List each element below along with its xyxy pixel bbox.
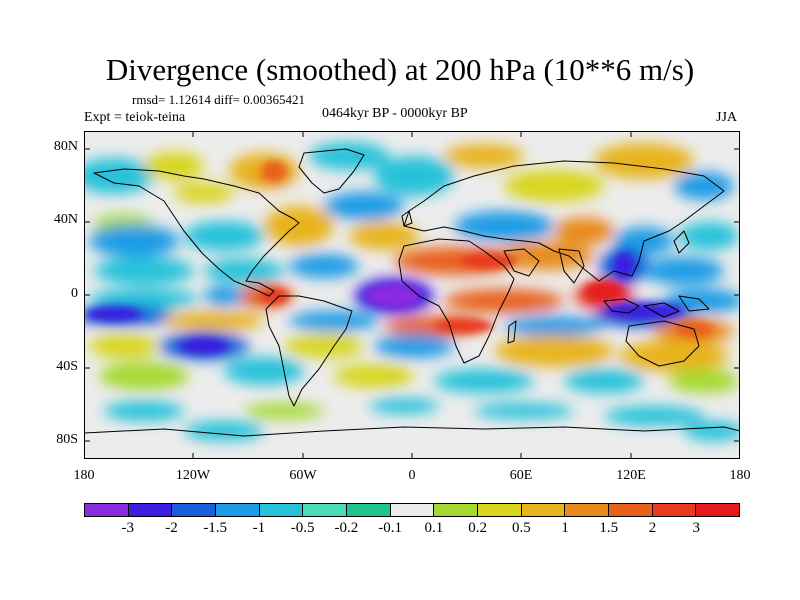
colorbar-label: 1 <box>561 520 569 536</box>
colorbar-box <box>128 504 173 516</box>
coastlines <box>84 148 740 437</box>
divergence-field-broad <box>84 142 740 441</box>
x-tick-120w: 120W <box>175 468 211 483</box>
x-tick-0: 0 <box>408 468 416 483</box>
divergence-map <box>84 131 740 459</box>
season-label: JJA <box>716 110 738 125</box>
colorbar-box <box>609 504 653 516</box>
colorbar-label: -0.5 <box>290 520 315 536</box>
colorbar-label: 1.5 <box>599 520 619 536</box>
map-panel <box>84 131 740 459</box>
colorbar-box <box>521 504 566 516</box>
colorbar-label: 0.5 <box>511 520 531 536</box>
colorbar-box <box>85 504 129 516</box>
experiment-label: Expt = teiok-teina <box>84 110 186 125</box>
colorbar-label: -3 <box>121 520 134 536</box>
colorbar-label: -0.2 <box>334 520 359 536</box>
colorbar-box <box>347 504 391 516</box>
map-border <box>84 131 740 459</box>
colorbar-box <box>303 504 348 516</box>
colorbar-box <box>216 504 260 516</box>
stats-text: rmsd= 1.12614 diff= 0.00365421 <box>132 92 305 107</box>
y-tick-40n: 40N <box>53 212 78 227</box>
x-tick-180w: 180 <box>73 468 95 483</box>
plot-title: Divergence (smoothed) at 200 hPa (10**6 … <box>105 52 695 87</box>
colorbar-box <box>259 504 304 516</box>
colorbar-label: -0.1 <box>378 520 402 536</box>
colorbar-label: 2 <box>648 520 657 536</box>
colorbar-box <box>390 504 435 516</box>
y-tick-80s: 80S <box>56 432 78 447</box>
colorbar-label: 3 <box>692 520 701 536</box>
x-tick-180e: 180 <box>729 468 751 483</box>
y-tick-0: 0 <box>71 286 78 301</box>
period-label: 0464kyr BP - 0000kyr BP <box>322 106 468 121</box>
colorbar-label: 0.2 <box>468 520 487 536</box>
y-tick-40s: 40S <box>56 359 78 374</box>
x-tick-60e: 60E <box>509 468 533 483</box>
colorbar-label: -1 <box>252 520 266 536</box>
colorbar-box <box>696 504 740 516</box>
colorbar-label: -1.5 <box>203 520 228 536</box>
colorbar-box <box>478 504 522 516</box>
x-tick-60w: 60W <box>289 468 317 483</box>
colorbar-box <box>434 504 479 516</box>
y-tick-80n: 80N <box>53 139 78 154</box>
colorbar-box <box>565 504 610 516</box>
colorbar-label: 0.1 <box>424 520 444 536</box>
x-tick-120e: 120E <box>616 468 646 483</box>
colorbar-label: -2 <box>165 520 178 536</box>
colorbar-box <box>652 504 697 516</box>
divergence-field-core <box>86 161 714 354</box>
colorbar <box>84 503 740 517</box>
colorbar-box <box>172 504 217 516</box>
